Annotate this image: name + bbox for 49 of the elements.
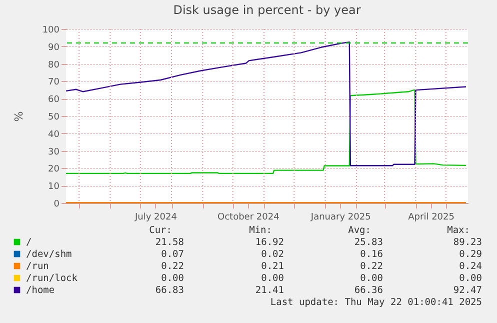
y-tick-label: 50: [48, 112, 60, 122]
line-series: [65, 89, 467, 174]
text: 0.22: [161, 261, 184, 272]
text: 66.36: [354, 285, 384, 296]
text: 25.83: [354, 237, 383, 248]
text: 0.22: [360, 261, 383, 272]
y-tick-label: 30: [48, 147, 60, 158]
legend-label: /run: [26, 261, 49, 272]
text: 66.83: [155, 285, 184, 296]
legend-label: /run/lock: [26, 273, 78, 284]
text: 0.00: [161, 273, 184, 284]
legend-label: /dev/shm: [26, 249, 72, 260]
text: Last update: Thu May 22 01:00:41 2025: [270, 297, 482, 308]
y-tick-label: 70: [48, 78, 60, 88]
line-series: [65, 41, 467, 166]
text: Min:: [249, 225, 272, 236]
text: 0.00: [360, 273, 384, 284]
text: 0.07: [161, 249, 184, 260]
y-tick-label: 60: [48, 95, 60, 106]
text: 0.00: [261, 273, 284, 284]
text: 89.23: [453, 237, 482, 248]
y-tick-label: 0: [54, 200, 60, 210]
text: 0.02: [261, 249, 284, 260]
y-axis-title: %: [12, 111, 26, 122]
y-tick-label: 40: [48, 130, 60, 140]
text: 21.41: [255, 285, 284, 296]
y-tick-label: 90: [48, 42, 60, 53]
text: 21.58: [155, 237, 184, 248]
chart-title: Disk usage in percent - by year: [173, 3, 361, 17]
text: 0.21: [261, 261, 284, 272]
y-tick-label: 100: [42, 26, 60, 36]
text: 0.29: [459, 249, 482, 260]
x-tick-label: January 2025: [310, 212, 371, 222]
x-tick-label: July 2024: [134, 212, 178, 222]
legend-label: /home: [26, 285, 55, 296]
x-tick-label: October 2024: [218, 212, 280, 222]
text: 0.16: [360, 249, 384, 260]
text: Avg:: [348, 225, 371, 236]
text: Max:: [447, 225, 470, 236]
text: Cur:: [149, 225, 172, 236]
text: 16.92: [255, 237, 284, 248]
y-tick-label: 20: [48, 164, 60, 175]
text: 92.47: [453, 285, 482, 296]
legend-label: /: [26, 237, 32, 248]
text: 0.24: [459, 261, 482, 272]
text: 0.00: [459, 273, 482, 284]
y-tick-label: 80: [48, 60, 60, 70]
y-tick-label: 10: [48, 182, 60, 192]
x-tick-label: April 2025: [408, 212, 454, 222]
